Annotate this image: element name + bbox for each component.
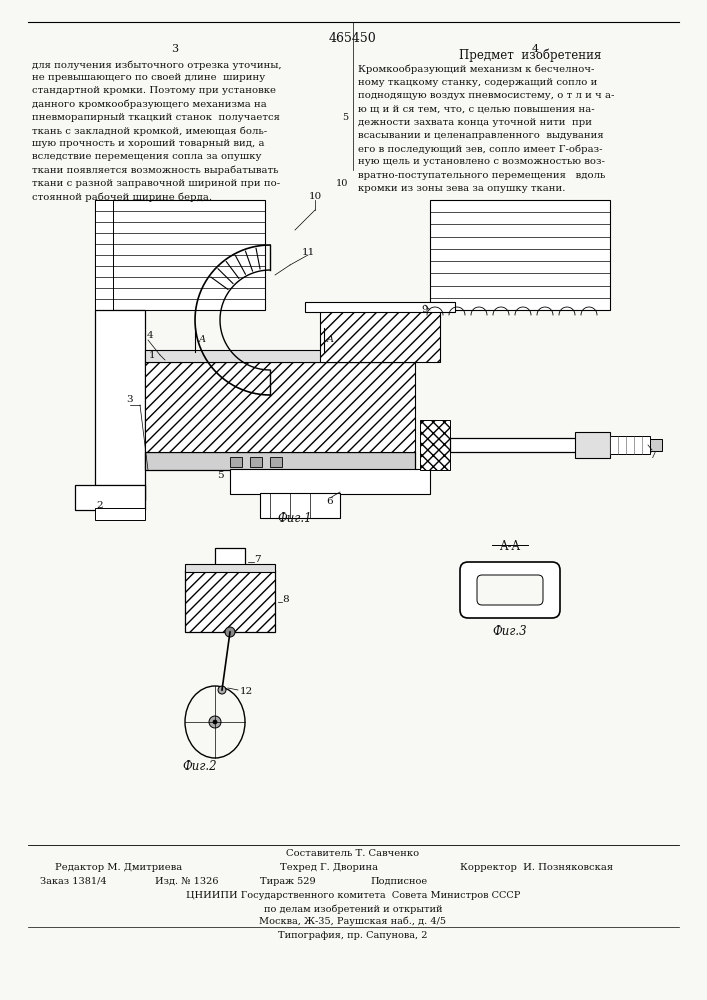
Text: не превышающего по своей длине  ширину: не превышающего по своей длине ширину bbox=[32, 73, 265, 82]
Text: 3: 3 bbox=[171, 44, 179, 54]
Bar bbox=[230, 469, 430, 494]
Text: Предмет  изобретения: Предмет изобретения bbox=[459, 48, 601, 62]
Bar bbox=[145, 362, 415, 452]
Text: 4: 4 bbox=[532, 44, 539, 54]
Circle shape bbox=[213, 720, 217, 724]
Bar bbox=[420, 420, 450, 470]
Bar bbox=[95, 485, 145, 500]
Bar bbox=[430, 200, 610, 310]
Bar bbox=[95, 200, 113, 310]
Bar bbox=[230, 457, 242, 467]
Bar bbox=[145, 452, 415, 470]
Text: Москва, Ж-35, Раушская наб., д. 4/5: Москва, Ж-35, Раушская наб., д. 4/5 bbox=[259, 917, 447, 926]
Text: Редактор М. Дмитриева: Редактор М. Дмитриева bbox=[55, 863, 182, 872]
Text: Составитель Т. Савченко: Составитель Т. Савченко bbox=[286, 849, 419, 858]
Text: Фиг.2: Фиг.2 bbox=[182, 760, 217, 773]
Bar bbox=[185, 564, 275, 572]
Bar bbox=[95, 508, 145, 520]
Bar bbox=[270, 470, 282, 480]
Text: 465450: 465450 bbox=[329, 32, 377, 45]
Text: ную щель и установлено с возможностью воз-: ную щель и установлено с возможностью во… bbox=[358, 157, 605, 166]
Text: для получения избыточного отрезка уточины,: для получения избыточного отрезка уточин… bbox=[32, 60, 281, 70]
Text: Типография, пр. Сапунова, 2: Типография, пр. Сапунова, 2 bbox=[279, 931, 428, 940]
Text: Тираж 529: Тираж 529 bbox=[260, 877, 315, 886]
Text: 5: 5 bbox=[216, 471, 223, 480]
Text: 9: 9 bbox=[421, 306, 428, 314]
Text: 8: 8 bbox=[282, 595, 288, 604]
Text: Изд. № 1326: Изд. № 1326 bbox=[155, 877, 218, 886]
Text: поднодящую воздух пневмосистему, о т л и ч а-: поднодящую воздух пневмосистему, о т л и… bbox=[358, 91, 614, 100]
Text: вратно-поступательного перемещения   вдоль: вратно-поступательного перемещения вдоль bbox=[358, 171, 605, 180]
Text: Подписное: Подписное bbox=[370, 877, 427, 886]
Bar bbox=[610, 436, 650, 454]
Text: его в последующий зев, сопло имеет Г-образ-: его в последующий зев, сопло имеет Г-обр… bbox=[358, 144, 602, 154]
Bar bbox=[450, 438, 580, 452]
Text: A: A bbox=[327, 336, 334, 344]
Bar bbox=[650, 439, 662, 451]
Text: A-A: A-A bbox=[500, 540, 520, 553]
Text: стандартной кромки. Поэтому при установке: стандартной кромки. Поэтому при установк… bbox=[32, 86, 276, 95]
Text: ткани появляется возможность вырабатывать: ткани появляется возможность вырабатыват… bbox=[32, 166, 279, 175]
Text: 7: 7 bbox=[254, 556, 261, 564]
Text: дежности захвата конца уточной нити  при: дежности захвата конца уточной нити при bbox=[358, 118, 592, 127]
Text: данного кромкообразующего механизма на: данного кромкообразующего механизма на bbox=[32, 100, 267, 109]
Circle shape bbox=[218, 686, 226, 694]
Bar bbox=[75, 485, 145, 510]
Bar bbox=[575, 432, 610, 458]
Text: 12: 12 bbox=[240, 688, 253, 696]
Text: пневморапирный ткацкий станок  получается: пневморапирный ткацкий станок получается bbox=[32, 113, 280, 122]
Text: 6: 6 bbox=[327, 497, 333, 506]
Bar bbox=[250, 470, 262, 480]
Bar bbox=[95, 310, 145, 500]
Bar bbox=[185, 570, 275, 632]
Text: 10: 10 bbox=[308, 192, 322, 201]
Text: A: A bbox=[199, 336, 206, 344]
Text: Корректор  И. Позняковская: Корректор И. Позняковская bbox=[460, 863, 613, 872]
Bar bbox=[208, 566, 252, 572]
Bar bbox=[250, 457, 262, 467]
Text: ткань с закладной кромкой, имеющая боль-: ткань с закладной кромкой, имеющая боль- bbox=[32, 126, 267, 135]
Bar bbox=[95, 200, 265, 310]
Text: 5: 5 bbox=[342, 113, 348, 122]
Text: ЦНИИПИ Государственного комитета  Совета Министров СССР: ЦНИИПИ Государственного комитета Совета … bbox=[186, 891, 520, 900]
Bar bbox=[305, 302, 455, 312]
Text: вследствие перемещения сопла за опушку: вследствие перемещения сопла за опушку bbox=[32, 152, 262, 161]
FancyBboxPatch shape bbox=[460, 562, 560, 618]
Bar bbox=[260, 493, 340, 518]
FancyBboxPatch shape bbox=[477, 575, 543, 605]
Text: Фиг.1: Фиг.1 bbox=[278, 512, 312, 525]
Text: 11: 11 bbox=[301, 248, 315, 257]
Text: Кромкообразующий механизм к бесчелноч-: Кромкообразующий механизм к бесчелноч- bbox=[358, 65, 595, 75]
Text: 3: 3 bbox=[127, 395, 134, 404]
Bar bbox=[230, 470, 242, 480]
Text: Фиг.3: Фиг.3 bbox=[493, 625, 527, 638]
Bar bbox=[270, 457, 282, 467]
Text: Техред Г. Дворина: Техред Г. Дворина bbox=[280, 863, 378, 872]
Text: стоянной рабочей ширине берда.: стоянной рабочей ширине берда. bbox=[32, 192, 212, 202]
Circle shape bbox=[225, 627, 235, 637]
Bar bbox=[145, 350, 415, 362]
Text: 2: 2 bbox=[97, 500, 103, 510]
Text: по делам изобретений и открытий: по делам изобретений и открытий bbox=[264, 904, 443, 914]
Text: ткани с разной заправочной шириной при по-: ткани с разной заправочной шириной при п… bbox=[32, 179, 280, 188]
Text: 10: 10 bbox=[336, 179, 348, 188]
Text: 4: 4 bbox=[146, 330, 153, 340]
Text: 1: 1 bbox=[148, 351, 156, 360]
Bar bbox=[215, 548, 245, 568]
Circle shape bbox=[209, 716, 221, 728]
Text: ному ткацкому станку, содержащий сопло и: ному ткацкому станку, содержащий сопло и bbox=[358, 78, 597, 87]
Text: ю щ и й ся тем, что, с целью повышения на-: ю щ и й ся тем, что, с целью повышения н… bbox=[358, 105, 595, 114]
Text: Заказ 1381/4: Заказ 1381/4 bbox=[40, 877, 107, 886]
Text: всасывании и целенаправленного  выдувания: всасывании и целенаправленного выдувания bbox=[358, 131, 604, 140]
Text: шую прочность и хороший товарный вид, а: шую прочность и хороший товарный вид, а bbox=[32, 139, 264, 148]
Text: кромки из зоны зева за опушку ткани.: кромки из зоны зева за опушку ткани. bbox=[358, 184, 566, 193]
Text: 7: 7 bbox=[649, 450, 655, 460]
Bar bbox=[320, 310, 440, 362]
